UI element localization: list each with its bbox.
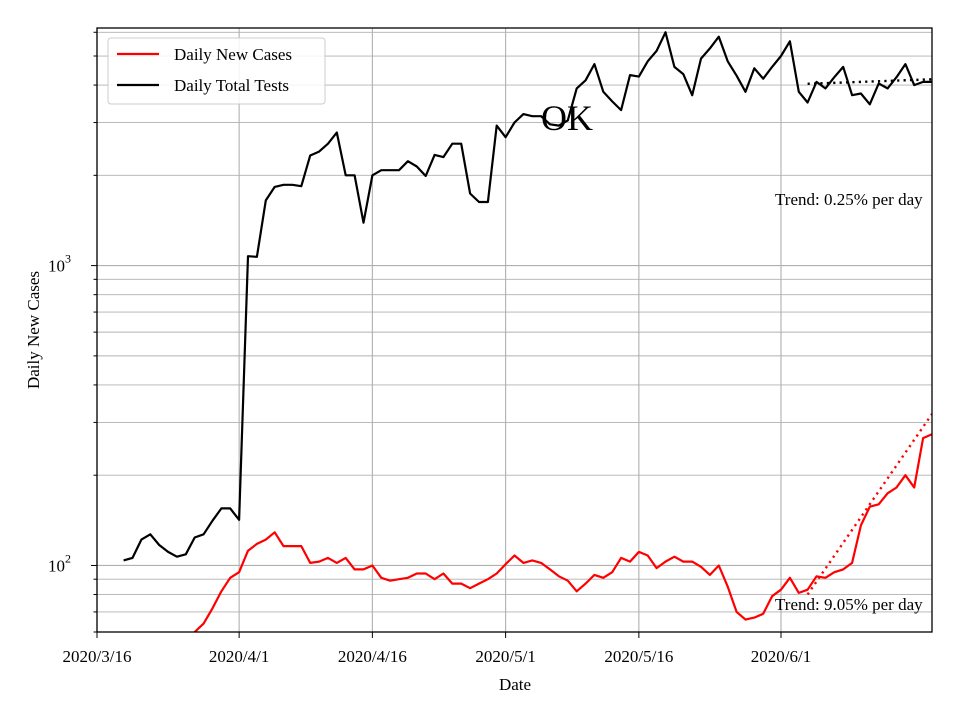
x-tick-label: 2020/5/16 — [604, 647, 673, 666]
y-axis-label: Daily New Cases — [24, 271, 43, 389]
daily-new-cases-line — [193, 432, 932, 632]
grid-lines — [96, 28, 932, 633]
x-tick-label: 2020/6/1 — [751, 647, 811, 666]
x-tick-label: 2020/3/16 — [63, 647, 132, 666]
trend-annotation-cases: Trend: 9.05% per day — [775, 595, 923, 614]
legend-label-daily-new-cases: Daily New Cases — [174, 45, 292, 64]
x-axis: 2020/3/16 2020/4/1 2020/4/16 2020/5/1 2020/5… — [63, 632, 811, 666]
y-tick-label: 103 — [48, 252, 71, 276]
cases-trend-line — [806, 413, 932, 596]
y-tick-label: 102 — [48, 551, 71, 575]
x-tick-label: 2020/5/1 — [475, 647, 535, 666]
axes-frame — [96, 27, 933, 633]
x-axis-label: Date — [499, 675, 531, 694]
legend-label-daily-total-tests: Daily Total Tests — [174, 76, 289, 95]
x-tick-label: 2020/4/16 — [338, 647, 407, 666]
plot-area — [123, 31, 932, 632]
x-tick-label: 2020/4/1 — [209, 647, 269, 666]
legend-box — [107, 37, 326, 105]
center-ok-text: OK — [541, 98, 593, 138]
y-axis: 102 103 — [48, 31, 97, 633]
legend: Daily New Cases Daily Total Tests — [107, 37, 326, 105]
trend-annotation-tests: Trend: 0.25% per day — [775, 190, 923, 209]
daily-total-tests-line — [123, 31, 932, 562]
tests-trend-line — [807, 78, 932, 85]
